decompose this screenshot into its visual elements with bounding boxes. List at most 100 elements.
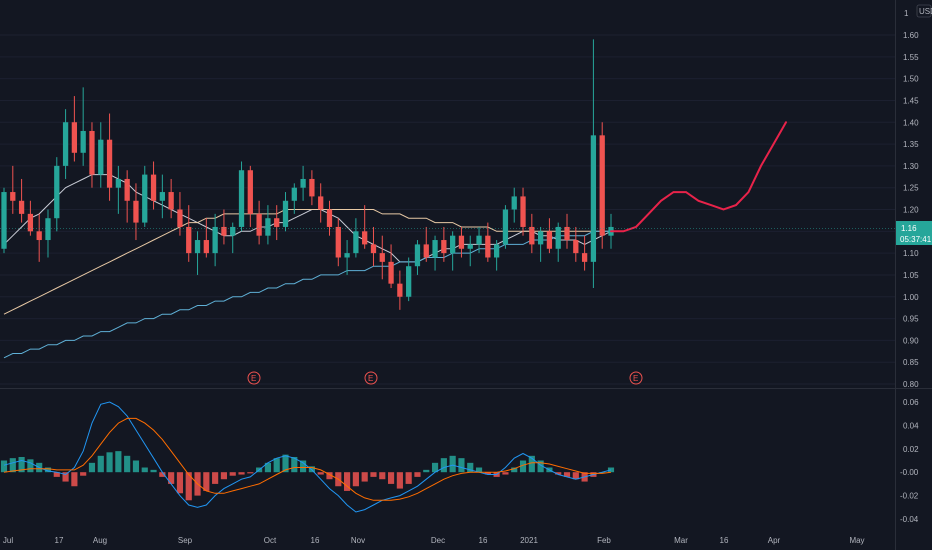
candle-body[interactable] (89, 130, 95, 175)
currency-label[interactable]: USD (916, 4, 932, 18)
candle-body[interactable] (106, 139, 113, 188)
macd-histogram-bar (203, 472, 210, 491)
candle-body[interactable] (282, 200, 289, 227)
candle-body[interactable] (441, 240, 447, 254)
candle-body[interactable] (45, 218, 51, 241)
macd-y-tick-label: -0.04 (900, 515, 919, 524)
y-tick-label: 0.85 (903, 358, 919, 367)
candle-body[interactable] (36, 231, 42, 241)
candle-body[interactable] (54, 165, 60, 219)
candle-body[interactable] (397, 283, 403, 297)
candle-body[interactable] (362, 231, 368, 245)
candle-body[interactable] (581, 253, 588, 262)
candle-body[interactable] (458, 235, 465, 249)
candle-body[interactable] (98, 139, 104, 175)
candle-body[interactable] (414, 244, 421, 267)
candle-body[interactable] (247, 170, 253, 214)
candle-body[interactable] (520, 196, 526, 227)
candle-body[interactable] (388, 261, 394, 284)
candle-body[interactable] (186, 226, 192, 254)
candle-body[interactable] (71, 122, 78, 153)
candle-body[interactable] (300, 178, 306, 188)
earnings-marker-2[interactable]: E (364, 371, 378, 385)
candle-body[interactable] (432, 240, 438, 258)
candle-body[interactable] (265, 218, 271, 236)
candle-body[interactable] (1, 192, 7, 249)
candle-body[interactable] (142, 174, 148, 223)
y-tick-label: 0.90 (903, 336, 919, 345)
macd-histogram-bar (475, 467, 483, 473)
earnings-marker-3[interactable]: E (629, 371, 643, 385)
candle-body[interactable] (159, 192, 165, 201)
candle-body[interactable] (318, 196, 324, 210)
candle-body[interactable] (194, 240, 201, 254)
candle-body[interactable] (274, 218, 280, 227)
candle-body[interactable] (256, 213, 262, 236)
signal-line (3, 417, 612, 501)
candle-body[interactable] (309, 178, 315, 197)
ma-line-ma_slow (3, 209, 611, 315)
candle-body[interactable] (537, 231, 544, 245)
macd-histogram-bar (9, 458, 16, 473)
candle-body[interactable] (379, 253, 385, 262)
candle-body[interactable] (370, 244, 377, 254)
candle-body[interactable] (168, 192, 174, 210)
candle-body[interactable] (573, 240, 579, 254)
candle-body[interactable] (238, 170, 245, 227)
candle-body[interactable] (476, 235, 482, 245)
earnings-marker-1[interactable]: E (247, 371, 261, 385)
candle-body[interactable] (326, 209, 333, 227)
y-tick-label: 1.20 (903, 206, 919, 215)
candle-body[interactable] (124, 178, 130, 201)
y-tick-label: 1.10 (903, 249, 919, 258)
candle-body[interactable] (450, 235, 456, 254)
x-tick-label: Sep (178, 536, 193, 545)
y-tick-label: 1.50 (903, 75, 919, 84)
macd-histogram-bar (229, 472, 236, 476)
candle-body[interactable] (423, 244, 429, 258)
macd-histogram-bar (511, 467, 518, 473)
candle-body[interactable] (555, 226, 561, 249)
candle-body[interactable] (115, 178, 122, 188)
candle-body[interactable] (599, 135, 605, 236)
candle-body[interactable] (80, 130, 86, 153)
candle-body[interactable] (221, 226, 227, 236)
candle-body[interactable] (62, 122, 69, 166)
x-tick-label: Apr (768, 536, 781, 545)
macd-histogram-bar (379, 472, 386, 480)
macd-pane[interactable] (0, 401, 615, 513)
candle-body[interactable] (177, 209, 183, 227)
candle-body[interactable] (10, 192, 16, 201)
candle-body[interactable] (150, 174, 157, 201)
candle-body[interactable] (546, 231, 553, 249)
macd-histogram-bar (449, 455, 456, 473)
candle-body[interactable] (203, 240, 209, 254)
candle-body[interactable] (133, 200, 139, 223)
time-axis[interactable]: Jul 17 Aug Sep Oct 16 Nov Dec 16 2021 Feb Mar 16 Apr M… (3, 536, 865, 545)
macd-histogram-bar (97, 455, 104, 473)
candle-body[interactable] (27, 213, 34, 232)
candle-body[interactable] (212, 226, 218, 254)
candles[interactable] (1, 39, 614, 310)
projection-path (610, 121, 787, 233)
candle-body[interactable] (511, 196, 517, 210)
candle-body[interactable] (406, 266, 412, 297)
candle-body[interactable] (18, 200, 25, 214)
candle-body[interactable] (485, 235, 491, 258)
macd-histogram-bar (282, 454, 289, 473)
candle-body[interactable] (230, 226, 236, 236)
candle-body[interactable] (353, 231, 359, 254)
candle-body[interactable] (590, 135, 597, 262)
candle-body[interactable] (502, 209, 509, 245)
candle-body[interactable] (493, 244, 500, 258)
candle-body[interactable] (344, 253, 350, 258)
candle-body[interactable] (467, 244, 473, 249)
candle-body[interactable] (564, 226, 570, 241)
macd-histogram-bar (185, 472, 192, 501)
candle-body[interactable] (291, 187, 297, 201)
candle-body[interactable] (529, 226, 535, 245)
macd-histogram-bar (361, 472, 368, 482)
candle-body[interactable] (335, 226, 341, 258)
macd-histogram-bar (440, 458, 447, 473)
